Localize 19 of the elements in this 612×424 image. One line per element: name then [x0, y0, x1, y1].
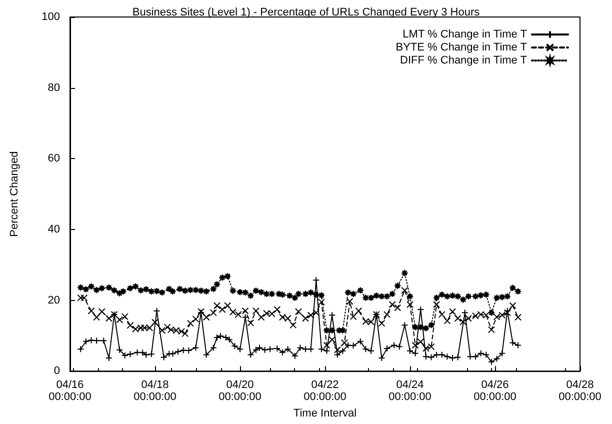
x-tick-label: 04/26 00:00:00 [474, 379, 516, 404]
chart-title: Business Sites (Level 1) - Percentage of URLs Changed Every 3 Hours [132, 6, 480, 18]
y-tick-label: 80 [48, 82, 60, 94]
legend-label: DIFF % Change in Time T [400, 54, 528, 66]
y-tick-label: 20 [48, 294, 60, 306]
y-tick-label: 0 [54, 365, 60, 378]
x-tick-label: 04/20 00:00:00 [218, 379, 262, 404]
y-tick-label: 60 [48, 152, 60, 165]
y-tick-label: 40 [48, 223, 60, 236]
x-axis-title: Time Interval [293, 408, 357, 420]
legend-label: LMT % Change in Time T [402, 28, 528, 40]
x-tick-label: 04/18 00:00:00 [134, 379, 176, 404]
x-tick-label: 04/22 00:00:00 [304, 379, 346, 404]
y-axis-title: Percent Changed [8, 151, 20, 237]
legend-label: BYTE % Change in Time T [396, 42, 528, 54]
x-tick-label: 04/28 00:00:00 [558, 379, 602, 404]
x-tick-label: 04/16 00:00:00 [48, 379, 92, 404]
x-tick-label: 04/24 00:00:00 [388, 379, 432, 404]
y-tick-label: 100 [42, 11, 60, 23]
